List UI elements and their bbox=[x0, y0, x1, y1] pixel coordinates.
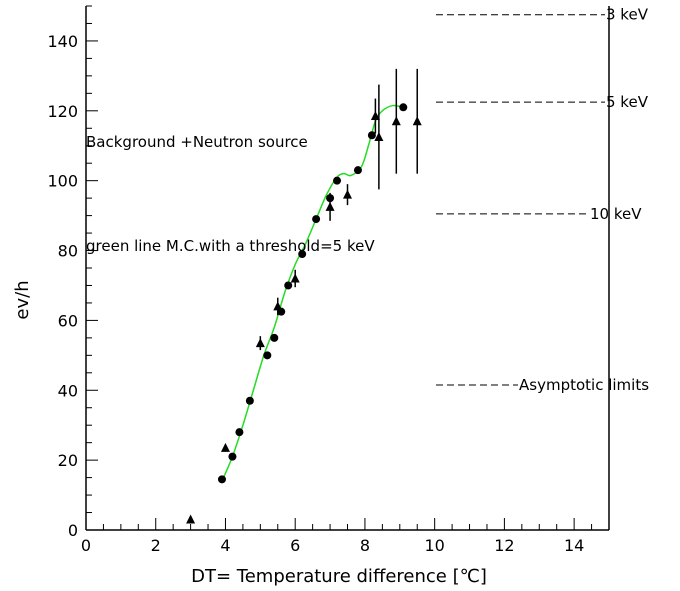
data-point-circle bbox=[270, 333, 279, 342]
x-axis-title: DT= Temperature difference [℃] bbox=[191, 566, 487, 587]
y-tick-label: 140 bbox=[47, 32, 78, 51]
y-tick-label: 100 bbox=[47, 172, 78, 191]
limit-label: Asymptotic limits bbox=[519, 376, 649, 394]
x-tick-label: 4 bbox=[220, 536, 230, 555]
data-point-circle bbox=[284, 281, 293, 290]
data-point-triangle bbox=[220, 442, 230, 452]
x-tick-label: 0 bbox=[81, 536, 91, 555]
data-point-triangle bbox=[370, 111, 380, 121]
data-point-circle bbox=[245, 396, 254, 405]
data-point-triangle bbox=[255, 338, 265, 348]
x-tick-label: 6 bbox=[290, 536, 300, 555]
data-point-triangle bbox=[273, 301, 283, 311]
x-tick-label: 14 bbox=[564, 536, 584, 555]
ticks-group bbox=[85, 5, 610, 531]
x-tick-label: 12 bbox=[494, 536, 514, 555]
limit-label: 5 keV bbox=[606, 93, 649, 111]
y-tick-label: 60 bbox=[58, 311, 78, 330]
data-point-circle bbox=[312, 215, 321, 224]
limit-label: 3 keV bbox=[606, 6, 649, 24]
x-tick-label: 10 bbox=[424, 536, 444, 555]
data-point-circle bbox=[263, 351, 272, 360]
data-point-triangle bbox=[391, 116, 401, 126]
markers-group bbox=[186, 103, 422, 524]
data-point-triangle bbox=[343, 189, 352, 199]
y-tick-label: 20 bbox=[58, 451, 78, 470]
data-point-triangle bbox=[186, 514, 196, 524]
annotation-background: Background +Neutron source bbox=[86, 133, 308, 151]
error-bars-group bbox=[259, 68, 418, 351]
x-axis-title-text: DT= Temperature difference bbox=[191, 566, 447, 587]
data-point-triangle bbox=[290, 273, 300, 283]
mc-curve-group bbox=[221, 104, 404, 482]
x-tick-label: 2 bbox=[151, 536, 161, 555]
data-point-circle bbox=[228, 452, 237, 461]
data-point-circle bbox=[367, 131, 376, 140]
plot-frame-group bbox=[85, 6, 610, 531]
x-axis-unit: [℃] bbox=[453, 566, 487, 587]
data-point-circle bbox=[326, 194, 335, 203]
y-tick-label: 120 bbox=[47, 102, 78, 121]
y-axis-title: ev/h bbox=[12, 280, 33, 319]
data-point-circle bbox=[333, 176, 342, 185]
y-tick-label: 40 bbox=[58, 381, 78, 400]
data-point-circle bbox=[353, 166, 362, 175]
data-point-circle bbox=[298, 250, 307, 259]
asymptotic-limits-group: 3 keV 5 keV 10 keV Asymptotic limits bbox=[436, 6, 649, 394]
y-tick-label: 80 bbox=[58, 242, 78, 261]
mc-curve bbox=[221, 104, 404, 482]
annotation-mc: green line M.C.with a threshold=5 keV bbox=[86, 237, 375, 255]
data-point-triangle bbox=[325, 201, 335, 211]
data-point-circle bbox=[217, 475, 226, 484]
data-point-circle bbox=[399, 103, 408, 112]
data-point-circle bbox=[235, 428, 244, 437]
data-point-triangle bbox=[374, 132, 384, 141]
limit-label: 10 keV bbox=[590, 205, 642, 223]
y-tick-label: 0 bbox=[68, 521, 78, 540]
x-tick-label: 8 bbox=[360, 536, 370, 555]
data-point-triangle bbox=[412, 116, 422, 126]
